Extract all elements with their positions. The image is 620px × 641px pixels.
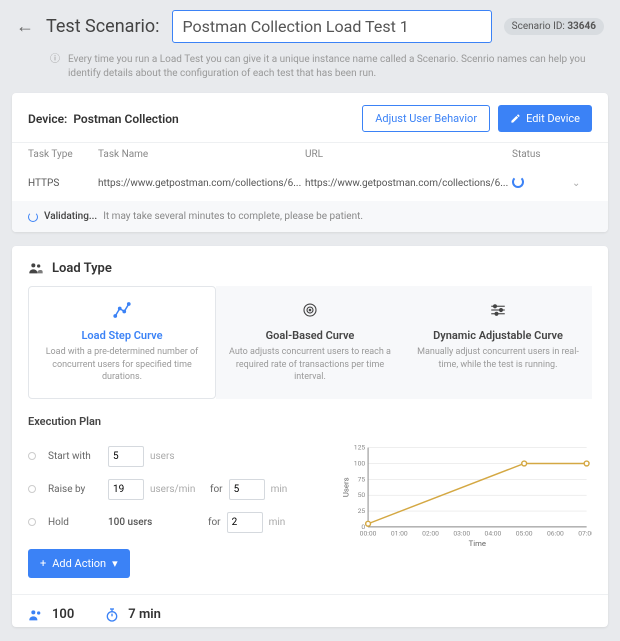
load-type-title: Load Type	[52, 261, 112, 276]
for-label: for	[210, 484, 223, 495]
raise-unit: users/min	[150, 484, 200, 495]
execution-chart: 025507510012500:0001:0002:0003:0004:0005…	[341, 440, 592, 578]
step-bullet	[28, 485, 36, 493]
edit-device-button[interactable]: Edit Device	[498, 105, 592, 132]
opt-title: Goal-Based Curve	[227, 329, 393, 342]
spinner-icon	[512, 176, 524, 188]
start-with-label: Start with	[48, 451, 102, 462]
raise-by-label: Raise by	[48, 484, 102, 495]
svg-text:07:00: 07:00	[578, 529, 592, 537]
svg-text:Users: Users	[341, 477, 350, 497]
col-header-type: Task Type	[28, 149, 98, 160]
svg-text:25: 25	[357, 507, 365, 515]
svg-text:00:00: 00:00	[359, 529, 376, 537]
device-label: Device:	[28, 112, 67, 126]
raise-duration-input[interactable]	[229, 479, 265, 500]
chevron-down-icon: ▾	[112, 557, 118, 570]
load-option-dynamic[interactable]: Dynamic Adjustable Curve Manually adjust…	[404, 286, 592, 399]
opt-desc: Load with a pre-determined number of con…	[39, 346, 205, 384]
col-header-status: Status	[512, 149, 572, 160]
device-name: Postman Collection	[73, 112, 178, 126]
spinner-icon	[28, 212, 38, 222]
svg-text:01:00: 01:00	[390, 529, 407, 537]
adjust-user-behavior-button[interactable]: Adjust User Behavior	[362, 105, 490, 132]
task-row: HTTPS https://www.getpostman.com/collect…	[12, 166, 608, 201]
svg-text:06:00: 06:00	[547, 529, 564, 537]
start-unit: users	[150, 451, 200, 462]
load-option-step-curve[interactable]: Load Step Curve Load with a pre-determin…	[28, 286, 216, 399]
svg-text:04:00: 04:00	[484, 529, 501, 537]
task-name: https://www.getpostman.com/collections/6…	[98, 178, 305, 189]
opt-desc: Manually adjust concurrent users in real…	[415, 346, 581, 371]
hold-duration-input[interactable]	[227, 512, 263, 533]
raise-duration-unit: min	[271, 484, 321, 495]
svg-text:125: 125	[353, 443, 365, 451]
add-action-button[interactable]: + Add Action ▾	[28, 549, 130, 578]
opt-title: Load Step Curve	[39, 329, 205, 342]
svg-text:50: 50	[357, 491, 365, 499]
svg-text:05:00: 05:00	[515, 529, 532, 537]
validating-msg: It may take several minutes to complete,…	[103, 211, 363, 222]
users-icon	[28, 607, 44, 623]
load-option-goal-based[interactable]: Goal-Based Curve Auto adjusts concurrent…	[216, 286, 404, 399]
users-icon	[28, 260, 44, 276]
step-curve-icon	[39, 301, 205, 323]
col-header-url: URL	[305, 149, 512, 160]
start-with-input[interactable]	[108, 446, 144, 467]
execution-plan-title: Execution Plan	[28, 415, 592, 428]
opt-desc: Auto adjusts concurrent users to reach a…	[227, 346, 393, 384]
task-url: https://www.getpostman.com/collections/6…	[305, 178, 512, 189]
back-arrow[interactable]: ←	[16, 16, 34, 37]
pencil-icon	[510, 113, 521, 124]
svg-text:75: 75	[357, 475, 365, 483]
target-icon	[227, 301, 393, 323]
hold-duration-unit: min	[269, 517, 319, 528]
svg-text:02:00: 02:00	[422, 529, 439, 537]
hold-value: 100 users	[108, 517, 198, 528]
plus-icon: +	[40, 557, 46, 570]
svg-text:03:00: 03:00	[453, 529, 470, 537]
summary-time: 7 min	[104, 607, 161, 623]
sliders-icon	[415, 301, 581, 323]
svg-text:Time: Time	[468, 539, 485, 548]
col-header-name: Task Name	[98, 149, 305, 160]
expand-row-toggle[interactable]: ⌄	[572, 178, 592, 189]
scenario-id-badge: Scenario ID: 33646	[504, 18, 604, 35]
step-bullet	[28, 518, 36, 526]
summary-users: 100	[28, 607, 74, 623]
raise-by-input[interactable]	[108, 479, 144, 500]
stopwatch-icon	[104, 607, 120, 623]
step-bullet	[28, 452, 36, 460]
page-title-label: Test Scenario:	[46, 16, 160, 37]
opt-title: Dynamic Adjustable Curve	[415, 329, 581, 342]
task-type: HTTPS	[28, 178, 98, 189]
hold-label: Hold	[48, 517, 102, 528]
info-note-text: Every time you run a Load Test you can g…	[68, 53, 590, 81]
scenario-name-input[interactable]	[172, 10, 492, 43]
for-label: for	[208, 517, 221, 528]
svg-text:100: 100	[353, 459, 365, 467]
info-icon: ⓘ	[50, 53, 60, 81]
validating-label: Validating...	[44, 211, 97, 222]
